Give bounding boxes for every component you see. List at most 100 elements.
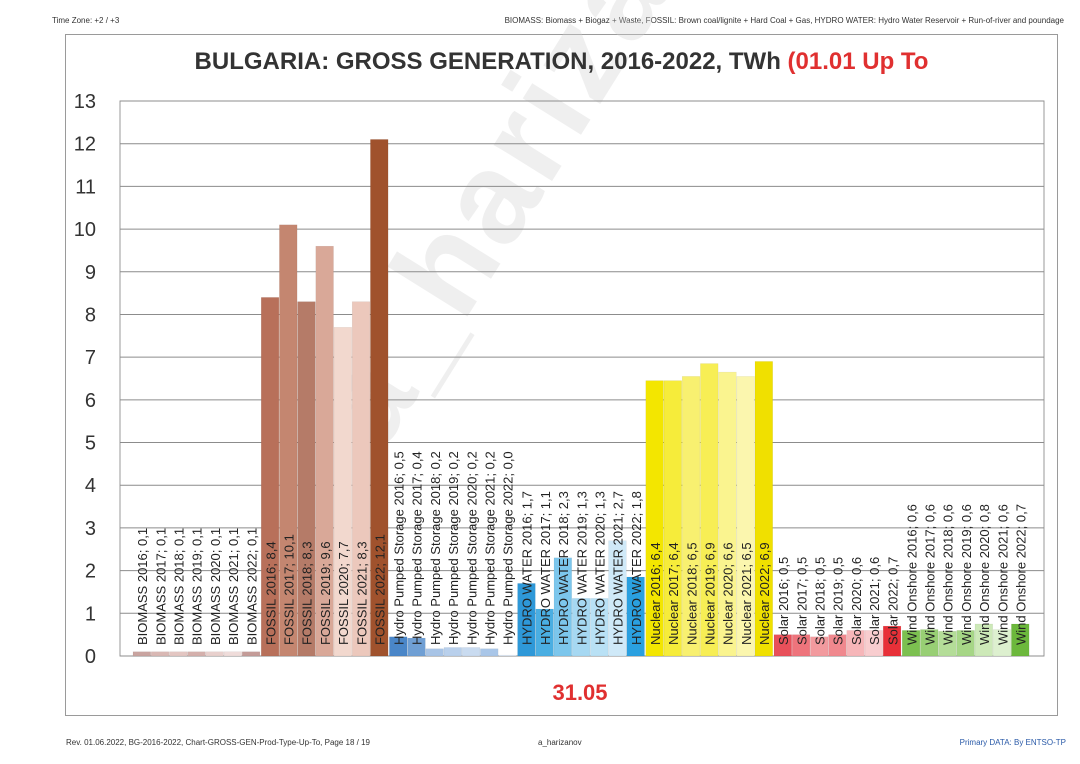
bar <box>535 608 554 657</box>
bar <box>187 651 206 657</box>
bar-label: Solar 2020; 0,6 <box>849 557 864 645</box>
y-tick-label: 9 <box>85 262 96 284</box>
bar <box>992 629 1012 657</box>
bar <box>663 380 682 657</box>
bar <box>608 540 627 657</box>
bar-label: Solar 2021; 0,6 <box>867 557 882 645</box>
bar <box>297 301 316 657</box>
bar-label: Nuclear 2022; 6,9 <box>757 542 772 645</box>
bar <box>461 647 481 657</box>
chart-title-main: BULGARIA: GROSS GENERATION, 2016-2022, T… <box>194 48 788 75</box>
bar <box>938 630 957 657</box>
bar-label: HYDRO WATER 2018; 2,3 <box>556 491 571 645</box>
footer-revision: Rev. 01.06.2022, BG-2016-2022, Chart-GRO… <box>66 738 370 747</box>
chart-title: BULGARIA: GROSS GENERATION, 2016-2022, T… <box>65 48 1058 76</box>
y-tick-label: 7 <box>85 347 96 369</box>
bar <box>498 654 517 657</box>
bar <box>626 576 645 657</box>
bar <box>974 623 993 657</box>
bar <box>791 634 811 657</box>
bar-label: Nuclear 2019; 6,9 <box>703 542 718 645</box>
bar-label: Nuclear 2017; 6,4 <box>666 542 681 645</box>
bar-label: FOSSIL 2019; 9,6 <box>318 541 333 645</box>
bar <box>425 648 444 657</box>
y-tick-label: 2 <box>85 561 96 583</box>
bar-label: Wind Onshore 2016; 0,6 <box>904 504 919 645</box>
bar-label: Hydro Pumped Storage 2016; 0,5 <box>392 451 407 645</box>
bar <box>241 651 261 657</box>
bar-label: Wind Onshore 2020; 0,8 <box>977 504 992 645</box>
bar <box>205 651 224 657</box>
chart-title-highlight: (01.01 Up To <box>787 48 929 75</box>
bar <box>370 139 389 657</box>
footer-source: Primary DATA: By ENTSO-TP <box>959 738 1066 747</box>
bar-label: Nuclear 2021; 6,5 <box>739 542 754 645</box>
bar-label: Hydro Pumped Storage 2018; 0,2 <box>428 451 443 645</box>
bar-label: FOSSIL 2016; 8,4 <box>263 541 278 645</box>
bar-label: Wind Onshore 2019; 0,6 <box>959 504 974 645</box>
chart-frame <box>65 34 1058 716</box>
bar <box>700 363 719 657</box>
bar-label: BIOMASS 2020; 0,1 <box>208 528 223 645</box>
bar <box>901 630 921 657</box>
bar <box>810 636 829 657</box>
bar-label: FOSSIL 2020; 7,7 <box>336 541 351 645</box>
bar-label: Nuclear 2018; 6,5 <box>684 542 699 645</box>
y-tick-label: 4 <box>85 475 96 497</box>
footer-author: a_harizanov <box>538 738 582 747</box>
bar <box>864 630 883 657</box>
bar-label: HYDRO WATER 2016; 1,7 <box>520 491 535 645</box>
bar-label: Solar 2016; 0,5 <box>776 557 791 645</box>
y-tick-label: 13 <box>74 91 96 113</box>
y-tick-label: 0 <box>85 646 96 668</box>
bar-label: FOSSIL 2017; 10,1 <box>282 534 297 645</box>
bar <box>956 630 975 657</box>
bar-label: Hydro Pumped Storage 2021; 0,2 <box>483 451 498 645</box>
bar <box>1011 623 1030 657</box>
bar-label: Wind Onshore 2022; 0,7 <box>1014 504 1029 645</box>
y-tick-label: 11 <box>75 176 96 198</box>
bar <box>718 371 737 657</box>
bar-label: Hydro Pumped Storage 2019; 0,2 <box>446 451 461 645</box>
date-label: 31.05 <box>552 680 607 705</box>
bar <box>169 651 188 657</box>
bar-label: Solar 2017; 0,5 <box>794 557 809 645</box>
bar <box>882 625 902 657</box>
bar-label: HYDRO WATER 2022; 1,8 <box>629 491 644 645</box>
y-tick-label: 5 <box>85 433 96 455</box>
bar-label: Wind Onshore 2021; 0,6 <box>995 504 1010 645</box>
bar-label: Nuclear 2016; 6,4 <box>648 542 663 645</box>
bar-label: Wind Onshore 2018; 0,6 <box>941 504 956 645</box>
bar <box>351 301 371 657</box>
bar-label: BIOMASS 2017; 0,1 <box>153 528 168 645</box>
bar <box>315 245 334 657</box>
y-tick-label: 10 <box>74 219 96 241</box>
timezone-label: Time Zone: +2 / +3 <box>52 16 120 25</box>
y-tick-label: 12 <box>74 134 96 156</box>
y-tick-label: 6 <box>85 390 96 412</box>
bar <box>480 648 499 657</box>
y-tick-label: 8 <box>85 304 96 326</box>
bar-label: Solar 2018; 0,5 <box>813 557 828 645</box>
header-note: BIOMASS: Biomass + Biogaz + Waste, FOSSI… <box>504 16 1064 25</box>
bar <box>132 651 151 657</box>
bar <box>590 598 609 657</box>
bar-label: HYDRO WATER 2021; 2,7 <box>611 491 626 645</box>
bar-label: Solar 2022; 0,7 <box>885 557 900 645</box>
bar-label: HYDRO WATER 2019; 1,3 <box>574 491 589 645</box>
bar <box>553 557 572 657</box>
bar-label: Hydro Pumped Storage 2022; 0,0 <box>501 451 516 645</box>
bar-label: FOSSIL 2022; 12,1 <box>373 534 388 645</box>
bar <box>517 583 536 657</box>
bar <box>920 629 939 657</box>
bar <box>279 224 298 657</box>
y-tick-label: 3 <box>85 518 96 540</box>
y-tick-label: 1 <box>85 603 96 625</box>
bar <box>681 376 701 657</box>
bar <box>407 637 426 657</box>
bar-label: BIOMASS 2022; 0,1 <box>244 528 259 645</box>
bar-label: BIOMASS 2018; 0,1 <box>172 528 187 645</box>
bar-label: FOSSIL 2018; 8,3 <box>300 541 315 645</box>
bar <box>333 327 352 657</box>
